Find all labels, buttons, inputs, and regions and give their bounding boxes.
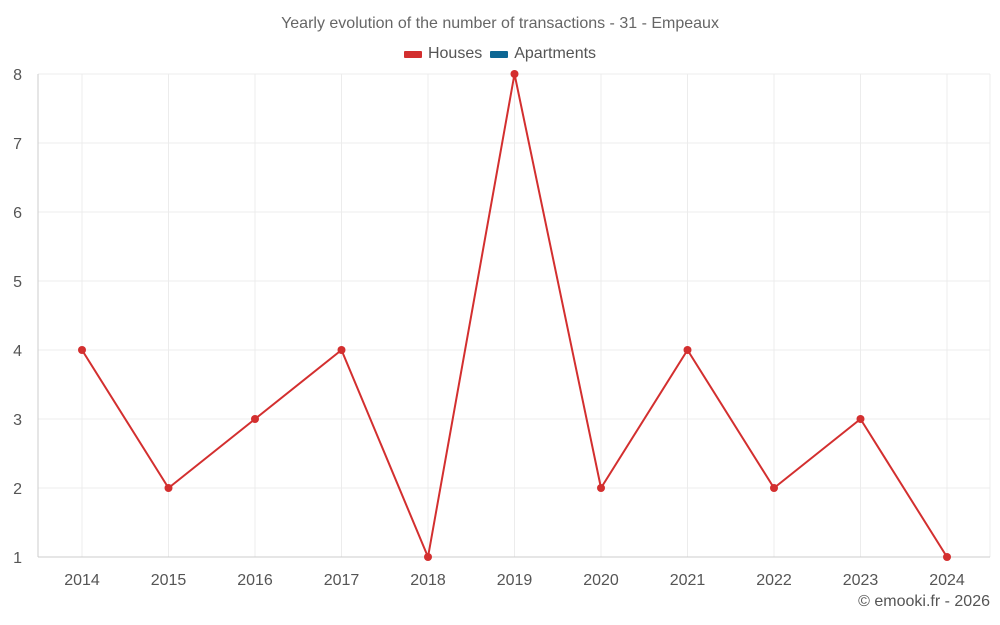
y-tick-label: 7 — [13, 136, 22, 153]
data-point-houses — [424, 553, 432, 561]
legend-label-houses: Houses — [427, 45, 483, 62]
x-tick-label: 2014 — [64, 572, 100, 589]
legend-item-apartments[interactable]: Apartments — [490, 45, 596, 63]
legend: Houses Apartments — [0, 45, 1000, 63]
y-tick-label: 1 — [13, 550, 22, 567]
series — [78, 70, 951, 561]
data-point-houses — [597, 484, 605, 492]
x-tick-label: 2015 — [151, 572, 187, 589]
legend-label-apartments: Apartments — [514, 45, 597, 62]
y-tick-label: 6 — [13, 205, 22, 222]
y-tick-label: 3 — [13, 412, 22, 429]
data-point-houses — [510, 70, 519, 78]
y-tick-label: 5 — [13, 274, 22, 291]
data-point-houses — [943, 553, 951, 561]
grid — [38, 73, 991, 557]
data-point-houses — [770, 484, 778, 492]
y-tick-label: 8 — [13, 67, 22, 84]
y-tick-label: 4 — [13, 343, 22, 360]
chart-title: Yearly evolution of the number of transa… — [281, 15, 719, 32]
x-tick-label: 2022 — [756, 572, 792, 589]
x-tick-label: 2020 — [583, 572, 619, 589]
x-tick-label: 2024 — [929, 572, 965, 589]
x-tick-label: 2021 — [670, 572, 706, 589]
legend-swatch-houses — [403, 50, 422, 58]
copyright-footer: © emooki.fr - 2026 — [858, 593, 990, 610]
axes: 1 2 3 4 5 6 7 8 2014 2015 2016 2017 2018 2019 2020 2021… — [13, 67, 990, 589]
data-point-houses — [78, 346, 86, 354]
legend-swatch-apartments — [490, 50, 509, 58]
x-tick-label: 2019 — [497, 572, 533, 589]
data-point-houses — [683, 346, 692, 354]
x-tick-label: 2017 — [324, 572, 360, 589]
data-point-houses — [337, 346, 346, 354]
x-tick-label: 2023 — [843, 572, 879, 589]
x-tick-label: 2016 — [237, 572, 273, 589]
x-tick-label: 2018 — [410, 572, 446, 589]
data-point-houses — [856, 415, 865, 423]
legend-item-houses[interactable]: Houses — [403, 45, 483, 63]
data-point-houses — [251, 415, 259, 423]
data-point-houses — [164, 484, 173, 492]
y-tick-label: 2 — [13, 481, 22, 498]
